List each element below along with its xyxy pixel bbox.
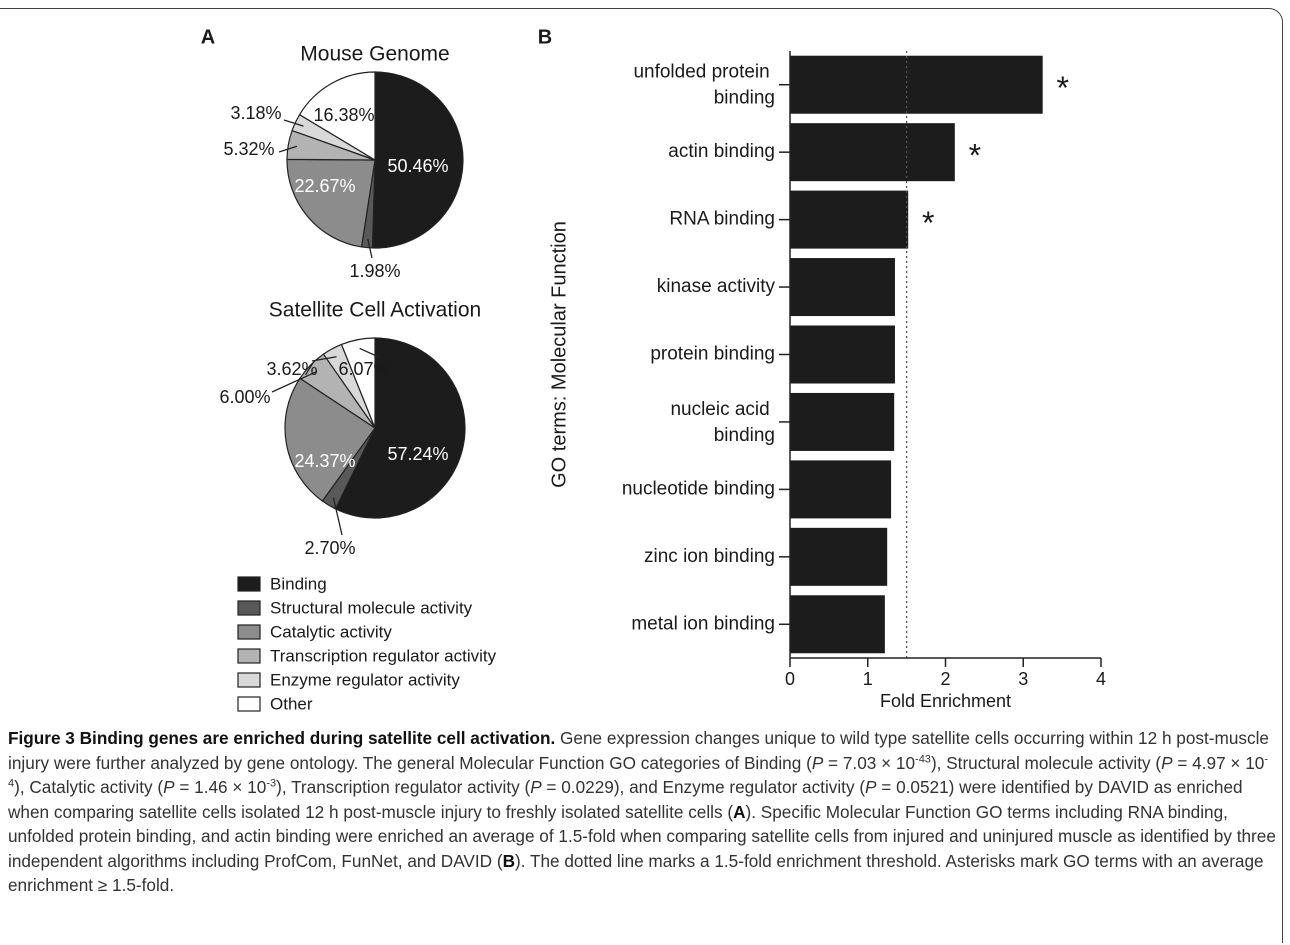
caption-text: -3 xyxy=(266,777,277,790)
pie-slice xyxy=(334,337,466,519)
bar xyxy=(790,190,909,249)
bar xyxy=(790,595,885,654)
caption-text: Gene expression changes unique to wild t… xyxy=(8,728,1269,773)
bar xyxy=(790,527,888,586)
panel-label: A xyxy=(201,26,215,48)
category-label: nucleic acid binding xyxy=(670,399,775,446)
legend-label: Binding xyxy=(270,574,327,593)
significance-marker: * xyxy=(922,205,934,241)
caption-text: A xyxy=(733,801,746,822)
y-axis-title: GO terms: Molecular Function xyxy=(548,221,570,488)
bar xyxy=(790,258,895,317)
bar xyxy=(790,325,895,384)
legend-swatch xyxy=(237,672,261,688)
x-tick-label: 4 xyxy=(1096,669,1106,689)
bar xyxy=(790,123,955,182)
leader-line xyxy=(271,370,318,393)
category-label: zinc ion binding xyxy=(644,546,775,567)
caption-text: Figure 3 Binding genes are enriched duri… xyxy=(8,728,556,748)
legend-swatch xyxy=(237,576,261,592)
x-tick-label: 2 xyxy=(940,669,950,689)
leader-line xyxy=(359,347,382,359)
legend-swatch xyxy=(237,648,261,664)
slice-label: 57.24% xyxy=(387,444,448,464)
bar xyxy=(790,55,1043,114)
slice-label: 22.67% xyxy=(294,176,355,196)
caption-text: = 0.0521) were identified by DAVID as en… xyxy=(8,777,1243,822)
caption-text: ). The dotted line marks a 1.5-fold enri… xyxy=(8,850,1264,896)
caption-text: = 0.0229), and Enzyme regulator activity… xyxy=(541,777,866,797)
caption-text: ), Transcription regulator activity ( xyxy=(276,777,531,797)
caption-text: ), Catalytic activity ( xyxy=(14,777,164,797)
caption-text: ), Structural molecule activity ( xyxy=(930,752,1162,773)
caption-text: ). Specific Molecular Function GO terms … xyxy=(8,801,1276,871)
leader-line xyxy=(332,497,343,536)
pie-slice xyxy=(298,71,376,162)
category-label: unfolded protein binding xyxy=(633,62,775,109)
slice-label: 16.38% xyxy=(313,105,374,125)
caption-text: = 4.97 × 10 xyxy=(1172,752,1265,773)
category-label: kinase activity xyxy=(657,276,776,297)
legend-label: Transcription regulator activity xyxy=(270,646,497,665)
caption-text: P xyxy=(811,752,824,773)
significance-marker: * xyxy=(969,138,981,174)
leader-line xyxy=(367,238,373,259)
legend-swatch xyxy=(237,696,261,712)
legend-label: Other xyxy=(270,694,313,713)
category-label: RNA binding xyxy=(669,209,775,230)
caption-text: -4 xyxy=(8,752,1269,790)
caption-text: = 7.03 × 10 xyxy=(823,752,916,773)
leader-line xyxy=(283,119,304,127)
slice-label: 2.70% xyxy=(304,538,355,558)
x-tick-label: 3 xyxy=(1018,669,1028,689)
legend-label: Structural molecule activity xyxy=(270,598,473,617)
slice-label: 6.07% xyxy=(338,359,389,379)
figure-frame xyxy=(0,8,1283,943)
caption: Figure 3 Binding genes are enriched duri… xyxy=(8,726,1280,898)
pie-slice xyxy=(340,337,376,429)
significance-marker: * xyxy=(1056,70,1068,106)
caption-text: P xyxy=(1161,752,1173,773)
x-tick-label: 0 xyxy=(785,669,795,689)
pie-title: Mouse Genome xyxy=(300,43,449,66)
slice-label: 3.18% xyxy=(230,103,281,123)
caption-text: P xyxy=(163,777,175,797)
slice-label: 5.32% xyxy=(223,139,274,159)
category-label: metal ion binding xyxy=(631,613,775,634)
slice-label: 50.46% xyxy=(387,156,448,176)
pie-slice xyxy=(371,71,464,249)
slice-label: 24.37% xyxy=(294,451,355,471)
slice-label: 1.98% xyxy=(349,261,400,281)
legend-label: Catalytic activity xyxy=(270,622,392,641)
leader-line xyxy=(311,356,337,362)
pie-title: Satellite Cell Activation xyxy=(269,299,481,322)
caption-text: P xyxy=(530,777,542,797)
x-axis-title: Fold Enrichment xyxy=(880,691,1011,711)
x-tick-label: 1 xyxy=(863,669,873,689)
bar xyxy=(790,392,895,451)
pie-slice xyxy=(286,158,376,248)
caption-text: = 1.46 × 10 xyxy=(174,777,267,797)
slice-label: 3.62% xyxy=(266,359,317,379)
bar xyxy=(790,460,892,519)
legend-label: Enzyme regulator activity xyxy=(270,670,460,689)
category-label: nucleotide binding xyxy=(622,478,775,499)
category-label: protein binding xyxy=(650,344,775,365)
panel-label: B xyxy=(538,26,552,48)
legend-swatch xyxy=(237,600,261,616)
leader-line xyxy=(278,145,298,153)
caption-text: P xyxy=(865,777,877,797)
legend-swatch xyxy=(237,624,261,640)
caption-text: B xyxy=(502,850,515,871)
figure: A Mouse Genome 50.46% 1.98% 22.67% 5.32% 3.18%… xyxy=(201,26,1106,713)
pie-slice xyxy=(284,377,376,502)
category-label: actin binding xyxy=(668,141,775,162)
caption-text: -43 xyxy=(915,752,931,765)
slice-label: 6.00% xyxy=(219,387,270,407)
